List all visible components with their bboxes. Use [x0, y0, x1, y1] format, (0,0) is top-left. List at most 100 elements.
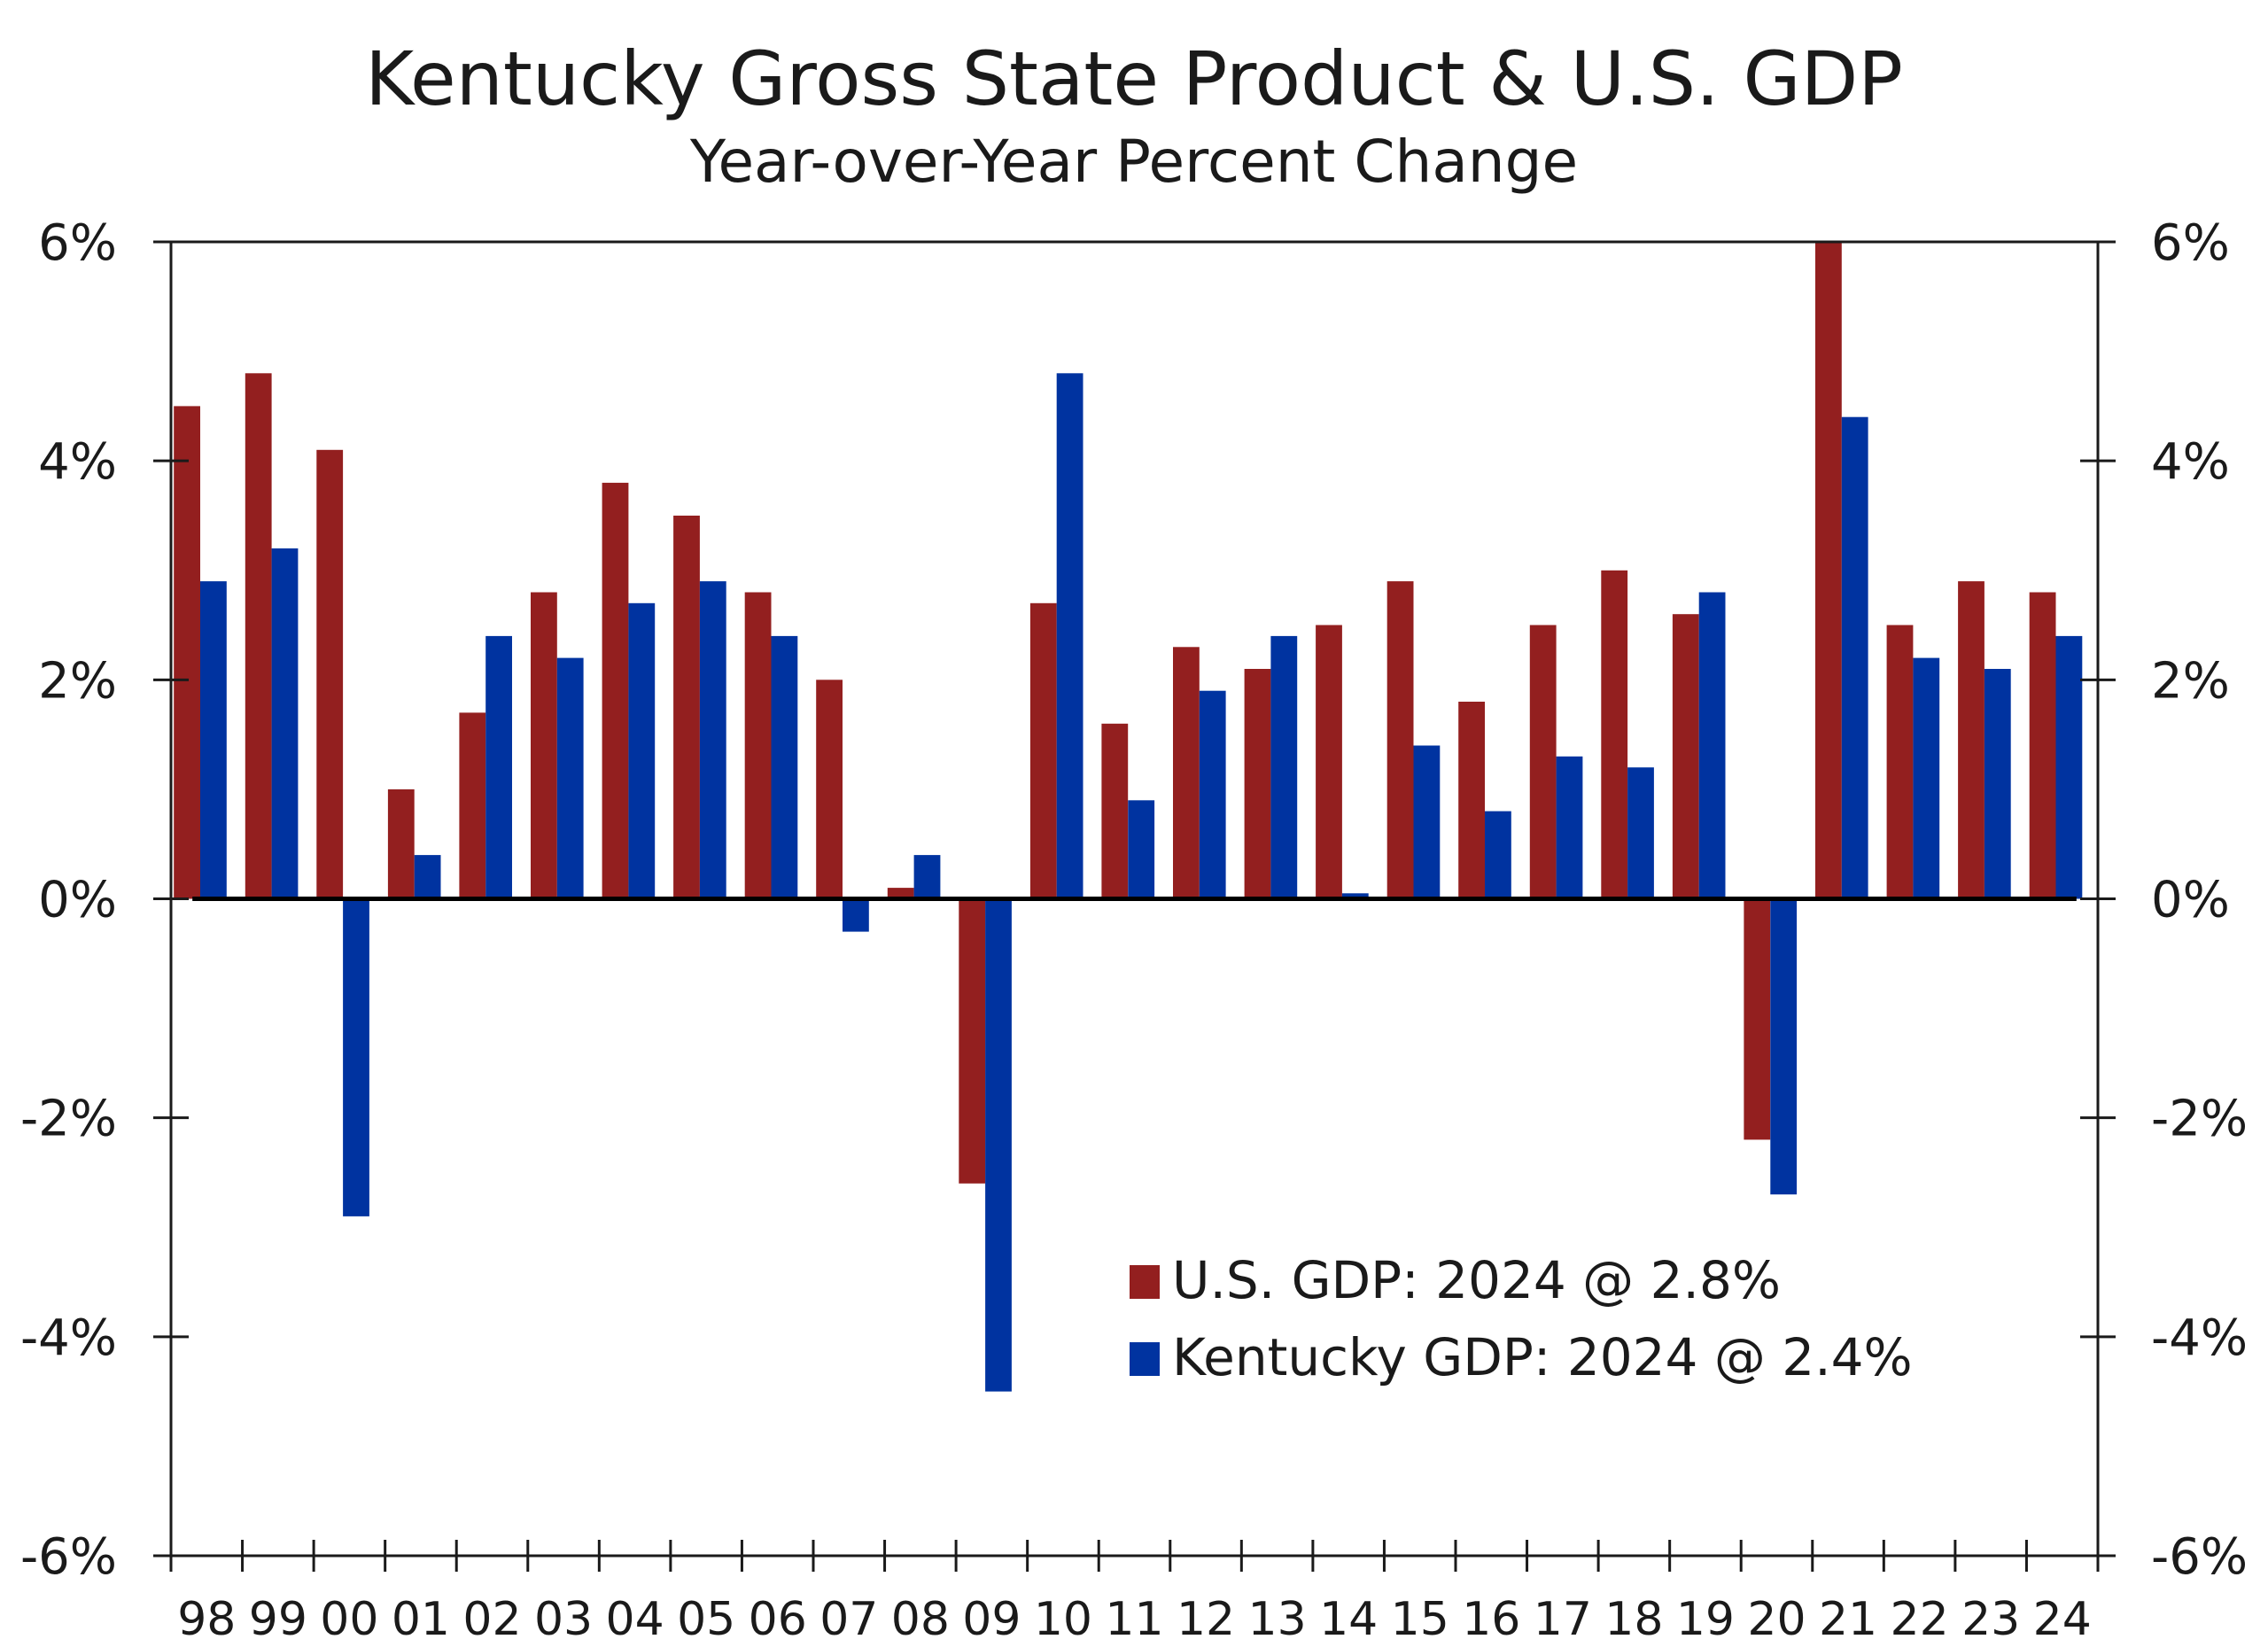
chart-title: Kentucky Gross State Product & U.S. GDP — [365, 35, 1903, 122]
bar-kentucky-gdp-98 — [200, 581, 227, 899]
bar-us-gdp-20 — [1744, 898, 1771, 1140]
bar-us-gdp-19 — [1672, 614, 1699, 899]
y-tick-label-left: 4% — [38, 433, 117, 491]
x-tick-label-15: 15 — [1391, 1593, 1449, 1646]
y-tick-label-left: 2% — [38, 652, 117, 710]
bar-kentucky-gdp-18 — [1627, 767, 1654, 899]
bar-kentucky-gdp-04 — [628, 602, 656, 899]
bar-us-gdp-01 — [387, 789, 415, 899]
bar-us-gdp-09 — [959, 898, 986, 1184]
y-tick-label-left: -2% — [20, 1091, 117, 1148]
bar-us-gdp-18 — [1601, 570, 1628, 899]
legend-label-us-gdp: U.S. GDP: 2024 @ 2.8% — [1172, 1250, 1781, 1310]
bar-kentucky-gdp-15 — [1413, 745, 1441, 899]
bar-us-gdp-12 — [1173, 647, 1200, 899]
bar-kentucky-gdp-16 — [1485, 811, 1511, 899]
x-tick-label-99: 99 — [249, 1593, 307, 1646]
bar-us-gdp-07 — [816, 680, 843, 899]
x-tick-label-06: 06 — [749, 1593, 807, 1646]
bar-us-gdp-21 — [1815, 242, 1842, 899]
x-tick-label-02: 02 — [462, 1593, 521, 1646]
bar-us-gdp-16 — [1458, 702, 1485, 899]
x-tick-label-00: 00 — [320, 1593, 378, 1646]
x-tick-label-21: 21 — [1819, 1593, 1877, 1646]
bar-kentucky-gdp-05 — [699, 581, 726, 899]
bar-us-gdp-04 — [602, 482, 629, 899]
bar-us-gdp-03 — [531, 592, 557, 899]
bar-us-gdp-08 — [887, 888, 914, 899]
x-tick-label-05: 05 — [677, 1593, 735, 1646]
x-tick-label-01: 01 — [392, 1593, 450, 1646]
x-tick-label-19: 19 — [1676, 1593, 1735, 1646]
bar-kentucky-gdp-10 — [1056, 373, 1084, 899]
legend-swatch-kentucky-gdp — [1130, 1342, 1160, 1376]
x-tick-label-12: 12 — [1177, 1593, 1235, 1646]
x-tick-label-10: 10 — [1034, 1593, 1092, 1646]
x-axis-labels: 98 99 00 01 02 03 04 05 06 07 08 09 10 11 12 13 14 15 16 17… — [177, 1593, 2092, 1646]
bar-us-gdp-98 — [174, 406, 200, 899]
bar-kentucky-gdp-24 — [2055, 635, 2083, 899]
y-tick-label-right: 0% — [2151, 872, 2230, 929]
bar-kentucky-gdp-19 — [1698, 592, 1726, 899]
bar-us-gdp-11 — [1101, 723, 1129, 899]
legend-label-kentucky-gdp: Kentucky GDP: 2024 @ 2.4% — [1172, 1327, 1913, 1387]
x-tick-label-16: 16 — [1462, 1593, 1520, 1646]
bar-kentucky-gdp-17 — [1556, 756, 1583, 899]
x-tick-label-03: 03 — [534, 1593, 593, 1646]
bar-us-gdp-23 — [1958, 581, 1984, 899]
bar-kentucky-gdp-99 — [271, 548, 299, 899]
bar-kentucky-gdp-14 — [1341, 893, 1369, 899]
x-tick-label-20: 20 — [1747, 1593, 1806, 1646]
bar-kentucky-gdp-09 — [985, 898, 1012, 1392]
bar-us-gdp-06 — [744, 592, 772, 899]
y-tick-label-right: -2% — [2151, 1091, 2248, 1148]
y-tick-label-left: -4% — [20, 1309, 117, 1367]
bar-kentucky-gdp-06 — [771, 635, 798, 899]
bar-us-gdp-15 — [1386, 581, 1414, 899]
bar-us-gdp-99 — [245, 373, 272, 899]
bar-kentucky-gdp-23 — [1984, 669, 2011, 899]
bar-kentucky-gdp-02 — [485, 635, 512, 899]
y-tick-label-right: 4% — [2151, 433, 2230, 491]
x-tick-label-07: 07 — [819, 1593, 878, 1646]
bar-kentucky-gdp-08 — [913, 855, 941, 899]
bar-us-gdp-13 — [1244, 669, 1271, 899]
bar-kentucky-gdp-20 — [1770, 898, 1798, 1195]
x-tick-label-18: 18 — [1604, 1593, 1663, 1646]
legend-swatch-us-gdp — [1130, 1265, 1160, 1299]
bar-kentucky-gdp-12 — [1199, 690, 1226, 899]
y-tick-label-right: -6% — [2151, 1528, 2248, 1586]
bar-kentucky-gdp-03 — [556, 657, 584, 899]
bar-kentucky-gdp-07 — [843, 898, 869, 932]
bar-us-gdp-10 — [1029, 602, 1057, 899]
y-tick-label-right: 2% — [2151, 652, 2230, 710]
y-axis-left-labels: -6% -4% -2% 0% 2% 4% 6% — [20, 214, 117, 1586]
legend: U.S. GDP: 2024 @ 2.8% Kentucky GDP: 2024… — [1130, 1250, 1913, 1387]
x-tick-label-08: 08 — [891, 1593, 950, 1646]
x-tick-label-24: 24 — [2033, 1593, 2092, 1646]
y-tick-label-left: 0% — [38, 872, 117, 929]
y-axis-right-labels: -6% -4% -2% 0% 2% 4% 6% — [2151, 214, 2248, 1586]
bar-kentucky-gdp-13 — [1270, 635, 1298, 899]
x-tick-label-13: 13 — [1248, 1593, 1307, 1646]
chart-subtitle: Year-over-Year Percent Change — [689, 128, 1578, 196]
bar-us-gdp-02 — [459, 712, 486, 899]
bar-us-gdp-05 — [673, 516, 700, 899]
bar-kentucky-gdp-22 — [1913, 657, 1940, 899]
x-tick-label-09: 09 — [962, 1593, 1021, 1646]
x-tick-label-04: 04 — [606, 1593, 664, 1646]
bar-kentucky-gdp-21 — [1841, 416, 1868, 899]
y-tick-label-right: 6% — [2151, 214, 2230, 272]
axes-group — [153, 240, 2116, 1572]
bar-us-gdp-24 — [2029, 592, 2056, 899]
y-tick-label-left: -6% — [20, 1528, 117, 1586]
bar-kentucky-gdp-01 — [414, 855, 441, 899]
x-tick-label-98: 98 — [177, 1593, 236, 1646]
x-tick-label-22: 22 — [1891, 1593, 1949, 1646]
y-tick-label-left: 6% — [38, 214, 117, 272]
bar-us-gdp-14 — [1316, 625, 1342, 899]
bar-us-gdp-17 — [1529, 625, 1557, 899]
x-tick-label-14: 14 — [1319, 1593, 1378, 1646]
bars-group — [174, 242, 2083, 1392]
